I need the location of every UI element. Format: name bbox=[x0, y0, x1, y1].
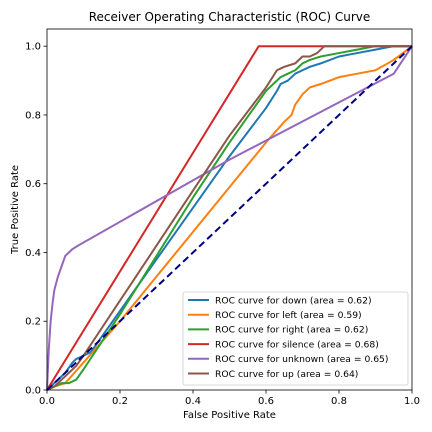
x-tick-label: 0.6 bbox=[258, 396, 274, 407]
x-axis-label: False Positive Rate bbox=[183, 410, 276, 421]
y-tick-label: 1.0 bbox=[25, 42, 41, 53]
chance-diagonal-line bbox=[46, 45, 413, 391]
legend-label: ROC curve for right (area = 0.62) bbox=[215, 325, 368, 336]
x-tick-label: 0.4 bbox=[185, 396, 201, 407]
y-axis-ticks: 0.0 0.2 0.4 0.6 0.8 1.0 bbox=[25, 42, 47, 397]
legend-label: ROC curve for silence (area = 0.68) bbox=[215, 339, 379, 350]
x-axis-ticks: 0.0 0.2 0.4 0.6 0.8 1.0 bbox=[39, 390, 420, 407]
roc-line-1 bbox=[46, 45, 412, 391]
y-tick-label: 0.6 bbox=[25, 179, 41, 190]
x-tick-label: 0.0 bbox=[39, 396, 55, 407]
roc-line-2 bbox=[46, 45, 413, 391]
series-layer bbox=[46, 45, 413, 391]
plot-frame bbox=[46, 28, 413, 391]
legend-label: ROC curve for down (area = 0.62) bbox=[215, 295, 372, 306]
x-tick-label: 0.8 bbox=[331, 396, 347, 407]
legend-label: ROC curve for up (area = 0.64) bbox=[215, 369, 358, 380]
x-tick-label: 1.0 bbox=[404, 396, 420, 407]
y-tick-label: 0.8 bbox=[25, 110, 41, 121]
legend: ROC curve for down (area = 0.62) ROC curv… bbox=[182, 291, 409, 386]
y-axis-label: True Positive Rate bbox=[10, 165, 21, 255]
y-tick-label: 0.0 bbox=[25, 386, 41, 397]
legend-entries: ROC curve for down (area = 0.62) ROC curv… bbox=[188, 295, 389, 380]
legend-label: ROC curve for unknown (area = 0.65) bbox=[215, 354, 389, 365]
x-tick-label: 0.2 bbox=[112, 396, 128, 407]
roc-line-6 bbox=[46, 45, 412, 391]
roc-line-3 bbox=[46, 45, 412, 391]
chart-title: Receiver Operating Characteristic (ROC) … bbox=[89, 10, 371, 24]
y-tick-label: 0.4 bbox=[25, 248, 41, 259]
legend-box bbox=[182, 291, 409, 386]
legend-label: ROC curve for left (area = 0.59) bbox=[215, 310, 362, 321]
y-tick-label: 0.2 bbox=[25, 317, 41, 328]
